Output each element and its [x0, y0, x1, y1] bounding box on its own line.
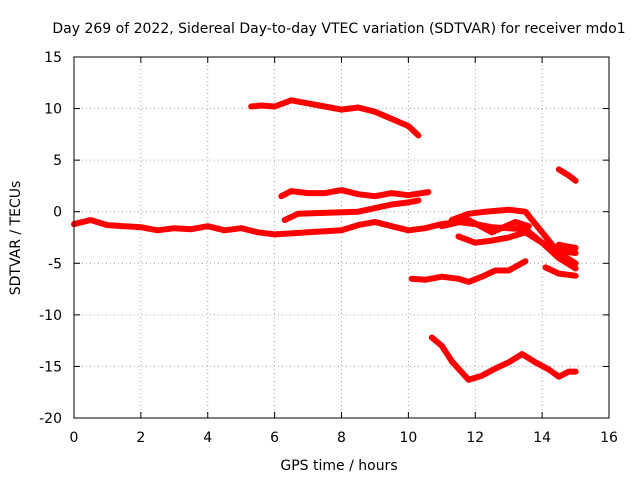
series-track-upper-left [248, 97, 422, 139]
series-track-main [71, 217, 579, 256]
x-axis-label: GPS time / hours [280, 458, 397, 474]
x-tick-label: 14 [533, 430, 551, 446]
series-track-lower-right [542, 264, 579, 279]
series-track-bottom [428, 334, 579, 383]
series-track-right-b [455, 229, 579, 272]
series-track-top-right [555, 166, 579, 184]
y-tick-label: 5 [53, 153, 62, 169]
data-series [71, 97, 579, 383]
y-axis-label: SDTVAR / TECUs [8, 181, 24, 296]
x-tick-label: 0 [70, 430, 79, 446]
x-tick-label: 16 [600, 430, 618, 446]
y-tick-label: -10 [39, 308, 62, 324]
x-tick-label: 10 [399, 430, 417, 446]
y-tick-label: 0 [53, 205, 62, 221]
x-tick-label: 2 [136, 430, 145, 446]
series-track-rise [281, 197, 422, 223]
series-track-mid-upper [278, 187, 432, 200]
x-tick-label: 4 [203, 430, 212, 446]
series-track-right-a [448, 206, 579, 267]
x-tick-label: 8 [337, 430, 346, 446]
chart-title: Day 269 of 2022, Sidereal Day-to-day VTE… [52, 21, 625, 37]
series-track-right-c [438, 217, 532, 236]
y-tick-label: 15 [44, 50, 62, 66]
grid [74, 57, 609, 418]
ticks: 0 2 4 6 8 10 12 14 16 -20 -15 -10 -5 0 5 10 15 [39, 50, 618, 446]
y-tick-label: 10 [44, 102, 62, 118]
plot-frame [73, 56, 610, 419]
y-tick-label: -5 [48, 256, 62, 272]
y-tick-label: -20 [39, 411, 62, 427]
x-tick-label: 6 [270, 430, 279, 446]
series-track-small-right [555, 241, 579, 251]
y-tick-label: -15 [39, 359, 62, 375]
series-track-lower-mid [408, 258, 529, 285]
x-tick-label: 12 [466, 430, 484, 446]
